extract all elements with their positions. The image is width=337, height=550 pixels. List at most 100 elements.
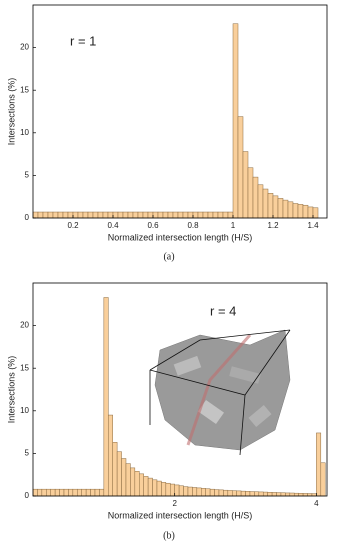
bar [307, 206, 314, 219]
bar [116, 451, 122, 497]
bar [271, 492, 277, 497]
bar [247, 167, 254, 219]
bar [162, 211, 169, 219]
bar [161, 482, 167, 497]
bar [112, 442, 118, 497]
x-tick-label: 0.8 [187, 221, 199, 230]
bar [94, 488, 100, 497]
chart: 2 4 0 5 10 15 20 Normalized intersection length… [6, 282, 328, 541]
bar [92, 211, 99, 219]
bar [320, 462, 326, 497]
bar [143, 476, 149, 497]
y-tick-label: 5 [25, 449, 30, 458]
x-tick-label: 2 [172, 499, 177, 508]
bar [227, 490, 233, 497]
bar [130, 467, 136, 497]
x-tick-label: 4 [314, 499, 319, 508]
bar [267, 193, 274, 219]
bar [202, 211, 209, 219]
bar [102, 211, 109, 219]
x-tick-label: 1.4 [307, 221, 319, 230]
bar [227, 211, 234, 219]
bar [218, 489, 224, 497]
bar [197, 211, 204, 219]
y-tick-label: 5 [25, 171, 30, 180]
bar [147, 477, 153, 497]
bar [99, 488, 105, 497]
bar [242, 151, 249, 219]
bar [125, 463, 131, 497]
bar [316, 432, 322, 497]
bar [258, 491, 264, 497]
y-tick-label: 10 [20, 406, 29, 415]
bar [182, 211, 189, 219]
bar [167, 211, 174, 219]
bar [183, 486, 189, 497]
bar [262, 491, 268, 497]
bar [117, 211, 124, 219]
bar [134, 471, 140, 497]
bar [103, 297, 109, 497]
bar [121, 458, 127, 497]
bar [87, 211, 94, 219]
bar [272, 195, 279, 219]
bar [172, 211, 179, 219]
x-tick-label: 0.4 [107, 221, 119, 230]
caption: (b) [163, 530, 175, 541]
bar [137, 211, 144, 219]
bar [127, 211, 134, 219]
bar [285, 492, 291, 497]
y-tick-label: 15 [20, 363, 29, 372]
y-tick-label: 20 [20, 321, 29, 330]
bar [223, 489, 229, 497]
y-tick-label: 0 [25, 491, 30, 500]
bar [205, 488, 211, 497]
bar [212, 211, 219, 219]
bar [209, 488, 215, 497]
bar [192, 487, 198, 497]
bar [81, 488, 87, 497]
bar [97, 211, 104, 219]
bar [139, 473, 144, 497]
y-tick-label: 0 [25, 213, 30, 222]
bar [207, 211, 214, 219]
plot-frame [32, 4, 328, 219]
bar [240, 490, 246, 497]
x-tick-label: 0.2 [67, 221, 79, 230]
bar [90, 488, 96, 497]
bar [77, 488, 82, 497]
y-tick-label: 10 [20, 128, 29, 137]
bar [37, 211, 44, 219]
bar [132, 211, 139, 219]
bar [245, 491, 251, 497]
bar [282, 199, 289, 219]
caption: (a) [163, 251, 174, 262]
x-tick-label: 0.6 [147, 221, 159, 230]
bar [297, 204, 304, 219]
bar [298, 493, 304, 497]
bar [236, 490, 242, 497]
bar [237, 116, 244, 219]
y-axis-label: Intersections (%) [6, 78, 16, 146]
y-axis-label: Intersections (%) [6, 356, 16, 424]
x-axis-label: Normalized intersection length (H/S) [108, 232, 253, 242]
bar [41, 488, 47, 497]
bar [50, 488, 56, 497]
bar [254, 491, 260, 497]
y-tick-label: 15 [20, 85, 29, 94]
bar [57, 211, 64, 219]
bar [276, 492, 282, 497]
bar [142, 211, 149, 219]
bar [192, 211, 199, 219]
bar [72, 488, 78, 497]
bar [292, 203, 299, 219]
bar [187, 486, 193, 497]
bar [157, 211, 164, 219]
bar [42, 211, 49, 219]
bar [174, 484, 180, 497]
bar [177, 211, 184, 219]
bar [82, 211, 89, 219]
bar [277, 198, 284, 219]
